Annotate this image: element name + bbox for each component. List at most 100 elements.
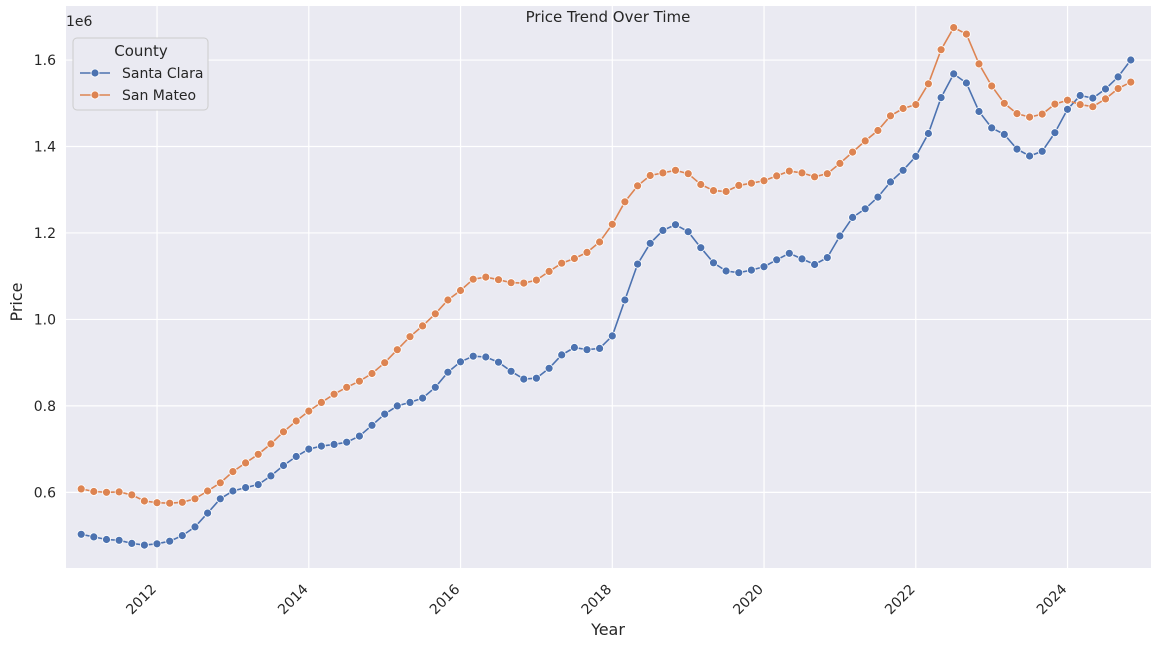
data-point-san-mateo: [835, 158, 845, 168]
y-axis-ticks: 0.6 0.8 1.0 1.2 1.4 1.6: [34, 53, 56, 501]
data-point-san-mateo: [721, 187, 731, 196]
data-point-santa-clara: [228, 486, 238, 496]
data-point-santa-clara: [89, 532, 99, 542]
data-point-santa-clara: [1126, 55, 1136, 65]
data-point-san-mateo: [1075, 100, 1085, 109]
y-axis-title: Price: [7, 282, 26, 321]
chart-title: Price Trend Over Time: [526, 8, 691, 26]
legend-title: County: [114, 42, 168, 60]
data-point-san-mateo: [405, 332, 415, 342]
data-point-santa-clara: [1012, 144, 1022, 154]
x-tick-label: 2018: [579, 582, 616, 619]
data-point-santa-clara: [1063, 104, 1072, 114]
data-point-santa-clara: [443, 367, 453, 377]
data-point-san-mateo: [291, 416, 301, 426]
data-point-santa-clara: [683, 227, 693, 237]
data-point-san-mateo: [633, 181, 642, 191]
data-point-san-mateo: [570, 254, 579, 263]
data-point-santa-clara: [304, 444, 314, 454]
data-point-santa-clara: [1075, 91, 1085, 100]
data-point-san-mateo: [1113, 84, 1123, 93]
data-point-santa-clara: [860, 204, 870, 214]
data-point-santa-clara: [633, 259, 642, 269]
data-point-san-mateo: [114, 487, 124, 497]
data-point-san-mateo: [911, 100, 921, 109]
plot-background: [66, 6, 1151, 568]
data-point-san-mateo: [709, 186, 718, 196]
data-point-santa-clara: [759, 262, 769, 272]
data-point-san-mateo: [1063, 95, 1072, 105]
data-point-san-mateo: [506, 278, 516, 288]
data-point-santa-clara: [974, 107, 984, 116]
data-point-santa-clara: [747, 265, 756, 275]
data-point-san-mateo: [342, 382, 352, 392]
y-tick-label: 1.0: [34, 312, 56, 328]
legend-marker-san-mateo: [90, 90, 100, 100]
data-point-san-mateo: [519, 278, 529, 288]
data-point-san-mateo: [620, 197, 630, 207]
data-point-san-mateo: [253, 449, 263, 459]
x-tick-label: 2012: [123, 582, 160, 619]
data-point-santa-clara: [911, 151, 921, 161]
data-point-santa-clara: [810, 260, 819, 269]
y-tick-label: 1.2: [34, 226, 56, 242]
data-point-san-mateo: [392, 345, 402, 355]
data-point-san-mateo: [203, 486, 213, 496]
data-point-san-mateo: [316, 397, 326, 407]
data-point-santa-clara: [177, 531, 187, 540]
x-tick-label: 2016: [427, 581, 464, 618]
data-point-santa-clara: [835, 231, 845, 241]
data-point-san-mateo: [215, 478, 225, 488]
data-point-santa-clara: [557, 350, 567, 360]
data-point-san-mateo: [266, 439, 276, 449]
data-point-san-mateo: [494, 275, 503, 285]
data-point-san-mateo: [354, 376, 364, 386]
data-point-san-mateo: [810, 172, 819, 182]
data-point-san-mateo: [304, 406, 314, 416]
data-point-santa-clara: [1037, 146, 1047, 156]
data-point-santa-clara: [494, 357, 503, 367]
data-point-san-mateo: [873, 126, 883, 135]
data-point-san-mateo: [974, 59, 984, 69]
data-point-santa-clara: [987, 123, 997, 133]
data-point-santa-clara: [342, 437, 352, 447]
data-point-san-mateo: [860, 136, 870, 146]
data-point-santa-clara: [886, 177, 895, 187]
data-point-san-mateo: [645, 171, 655, 180]
data-point-santa-clara: [139, 540, 149, 550]
data-point-santa-clara: [76, 529, 86, 539]
data-point-san-mateo: [822, 169, 832, 179]
legend: County Santa Clara San Mateo: [72, 37, 209, 111]
data-point-san-mateo: [747, 178, 756, 188]
data-point-san-mateo: [595, 237, 604, 247]
data-point-san-mateo: [772, 171, 782, 181]
legend-label-santa-clara: Santa Clara: [122, 66, 203, 82]
grid-lines: [66, 6, 1151, 568]
data-point-santa-clara: [696, 243, 706, 253]
data-point-santa-clara: [506, 366, 516, 376]
data-point-santa-clara: [266, 471, 276, 481]
data-point-san-mateo: [329, 389, 339, 399]
data-point-san-mateo: [797, 168, 807, 178]
data-point-santa-clara: [949, 69, 959, 79]
data-point-san-mateo: [468, 274, 478, 284]
data-point-santa-clara: [203, 508, 213, 518]
data-point-san-mateo: [987, 81, 997, 91]
data-point-santa-clara: [354, 431, 364, 441]
data-point-san-mateo: [177, 497, 187, 507]
data-point-san-mateo: [1126, 77, 1136, 87]
data-point-san-mateo: [898, 104, 908, 113]
data-point-santa-clara: [279, 461, 288, 470]
x-axis-ticks: 2012 2014 2016 2018 2020 2022 2024: [123, 581, 1070, 618]
data-point-san-mateo: [418, 321, 428, 331]
data-point-santa-clara: [595, 343, 604, 353]
data-point-santa-clara: [127, 539, 137, 548]
data-point-san-mateo: [734, 180, 744, 190]
data-point-santa-clara: [102, 535, 111, 544]
data-point-san-mateo: [430, 309, 440, 319]
data-point-san-mateo: [962, 29, 971, 39]
data-point-santa-clara: [1025, 151, 1034, 161]
data-point-santa-clara: [152, 539, 162, 549]
data-point-santa-clara: [936, 93, 946, 102]
data-point-santa-clara: [924, 129, 933, 138]
